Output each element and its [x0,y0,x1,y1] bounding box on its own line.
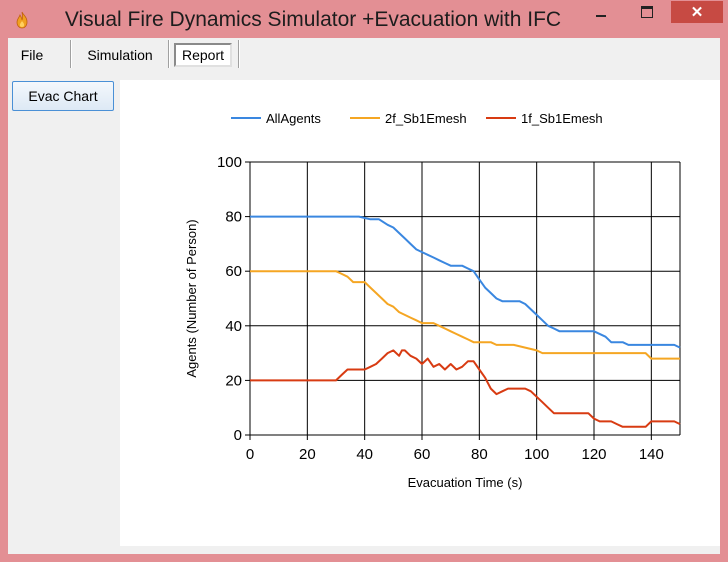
x-tick-label: 40 [356,446,373,463]
menu-report[interactable]: Report [174,43,232,67]
menu-file[interactable]: File [20,47,44,63]
title-bar[interactable]: Visual Fire Dynamics Simulator +Evacuati… [0,0,728,38]
window-title: Visual Fire Dynamics Simulator +Evacuati… [64,8,562,31]
y-axis-label: Agents (Number of Person) [184,219,199,377]
series-line [250,270,680,360]
x-tick-label: 120 [581,446,606,463]
menu-separator [70,40,71,68]
chart-area: 0 20 40 60 80 100 120 140 0 20 40 60 80 100 Evacuation… [120,80,720,546]
menu-separator [238,40,239,68]
y-tick-label: 100 [217,154,242,171]
side-panel: Evac Chart [8,70,120,554]
maximize-icon [641,6,653,18]
x-tick-label: 0 [246,446,254,463]
legend-label: 2f_Sb1Emesh [385,111,467,126]
evacuation-chart: 0 20 40 60 80 100 120 140020406080100Evacuation… [184,111,681,490]
minimize-button[interactable] [579,1,623,23]
x-tick-label: 60 [414,446,431,463]
x-tick-label: 140 [639,446,664,463]
y-tick-label: 40 [225,318,242,335]
x-tick-label: 20 [299,446,316,463]
x-axis-label: Evacuation Time (s) [408,475,523,490]
series-line [250,215,681,349]
menu-separator [168,40,169,68]
close-icon: ✕ [690,4,704,21]
close-button[interactable]: ✕ [671,1,723,23]
evac-chart-button[interactable]: Evac Chart [12,81,114,111]
client-area: File Simulation Report Evac Chart 0 20 40 6… [8,38,720,554]
y-tick-label: 60 [225,263,242,280]
legend-label: AllAgents [266,111,321,126]
y-tick-label: 20 [225,372,242,389]
y-tick-label: 0 [234,427,242,444]
x-tick-label: 80 [471,446,488,463]
y-tick-label: 80 [225,209,242,226]
legend-label: 1f_Sb1Emesh [521,111,603,126]
maximize-button[interactable] [625,1,669,23]
series-line [250,349,681,428]
minimize-icon [596,15,606,17]
flame-icon [16,11,28,29]
menu-bar: File Simulation Report [8,38,720,70]
x-tick-label: 100 [524,446,549,463]
menu-simulation[interactable]: Simulation [87,47,153,63]
